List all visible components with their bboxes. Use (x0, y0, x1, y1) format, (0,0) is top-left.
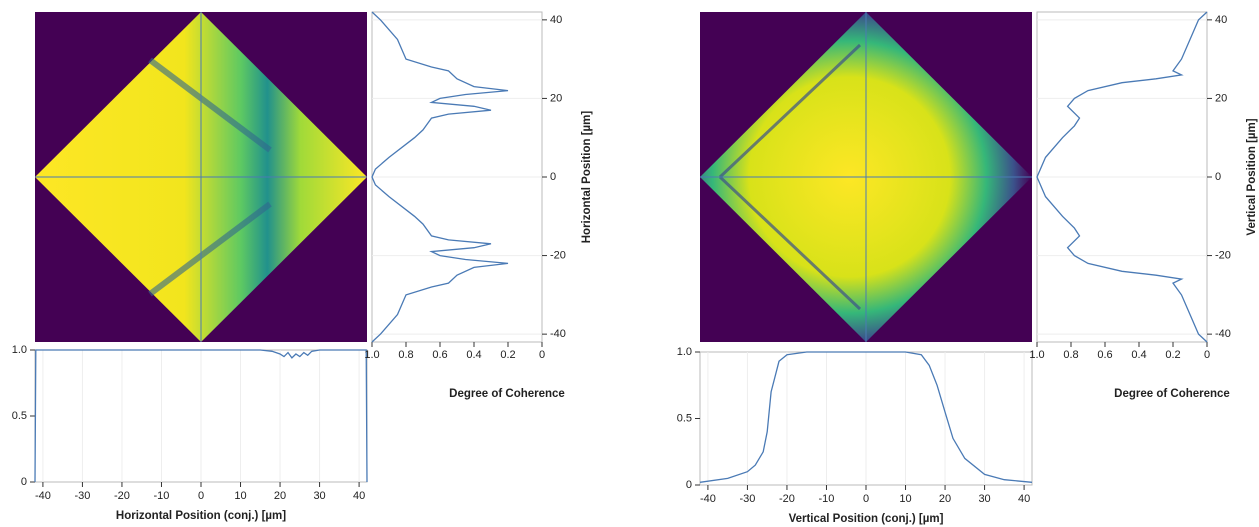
x-tick-label: 0 (1215, 171, 1221, 183)
profile-line (34, 349, 368, 483)
y-tick-label: 0.4 (466, 349, 481, 361)
x-tick-label: -30 (74, 490, 90, 502)
x-tick-label: 0 (550, 171, 556, 183)
y-axis-label: Degree of Coherence (449, 388, 565, 400)
y-tick-label: 0.8 (398, 349, 413, 361)
x-tick-label: -10 (819, 493, 835, 505)
y-tick-label: 0.5 (677, 412, 692, 424)
y-tick-label: 1.0 (364, 349, 379, 361)
x-axis-label: Vertical Position (conj.) [µm] (789, 513, 944, 525)
x-tick-label: 20 (1215, 92, 1227, 104)
y-tick-label: 0 (686, 479, 692, 491)
heatmap-right (700, 12, 1032, 342)
y-tick-label: 1.0 (1029, 349, 1044, 361)
y-tick-label: 0.8 (1063, 349, 1078, 361)
profile-line (1036, 11, 1208, 343)
x-tick-label: 40 (1215, 14, 1227, 26)
y-tick-label: 0.5 (12, 410, 27, 422)
x-tick-label: 40 (550, 14, 562, 26)
profile-line (371, 11, 509, 343)
y-tick-label: 0.4 (1131, 349, 1146, 361)
x-tick-label: -20 (779, 493, 795, 505)
y-tick-label: 0 (539, 349, 545, 361)
y-tick-label: 0.2 (1165, 349, 1180, 361)
x-tick-label: 20 (939, 493, 951, 505)
x-tick-label: 10 (234, 490, 246, 502)
y-tick-label: 1.0 (12, 344, 27, 356)
x-tick-label: -20 (550, 249, 566, 261)
x-tick-label: 30 (978, 493, 990, 505)
x-tick-label: 0 (198, 490, 204, 502)
x-tick-label: -40 (550, 328, 566, 340)
x-tick-label: -40 (700, 493, 716, 505)
x-tick-label: -40 (1215, 328, 1231, 340)
x-tick-label: 40 (1018, 493, 1030, 505)
x-axis-label: Vertical Position [µm] (1246, 118, 1258, 235)
x-tick-label: 0 (863, 493, 869, 505)
x-tick-label: -20 (114, 490, 130, 502)
x-tick-label: 40 (353, 490, 365, 502)
y-tick-label: 0 (1204, 349, 1210, 361)
x-tick-label: 20 (550, 92, 562, 104)
y-tick-label: 0 (21, 476, 27, 488)
x-tick-label: 20 (274, 490, 286, 502)
x-tick-label: -10 (154, 490, 170, 502)
x-axis-label: Horizontal Position (conj.) [µm] (116, 510, 286, 522)
x-axis-label: Horizontal Position [µm] (581, 111, 593, 244)
y-tick-label: 0.6 (1097, 349, 1112, 361)
x-tick-label: 10 (899, 493, 911, 505)
x-tick-label: -40 (35, 490, 51, 502)
y-tick-label: 0.6 (432, 349, 447, 361)
y-axis-label: Degree of Coherence (1114, 388, 1230, 400)
y-tick-label: 1.0 (677, 346, 692, 358)
x-tick-label: -30 (739, 493, 755, 505)
x-tick-label: -20 (1215, 249, 1231, 261)
heatmap-left (35, 12, 367, 342)
profile-line (699, 351, 1033, 483)
y-tick-label: 0.2 (500, 349, 515, 361)
x-tick-label: 30 (313, 490, 325, 502)
